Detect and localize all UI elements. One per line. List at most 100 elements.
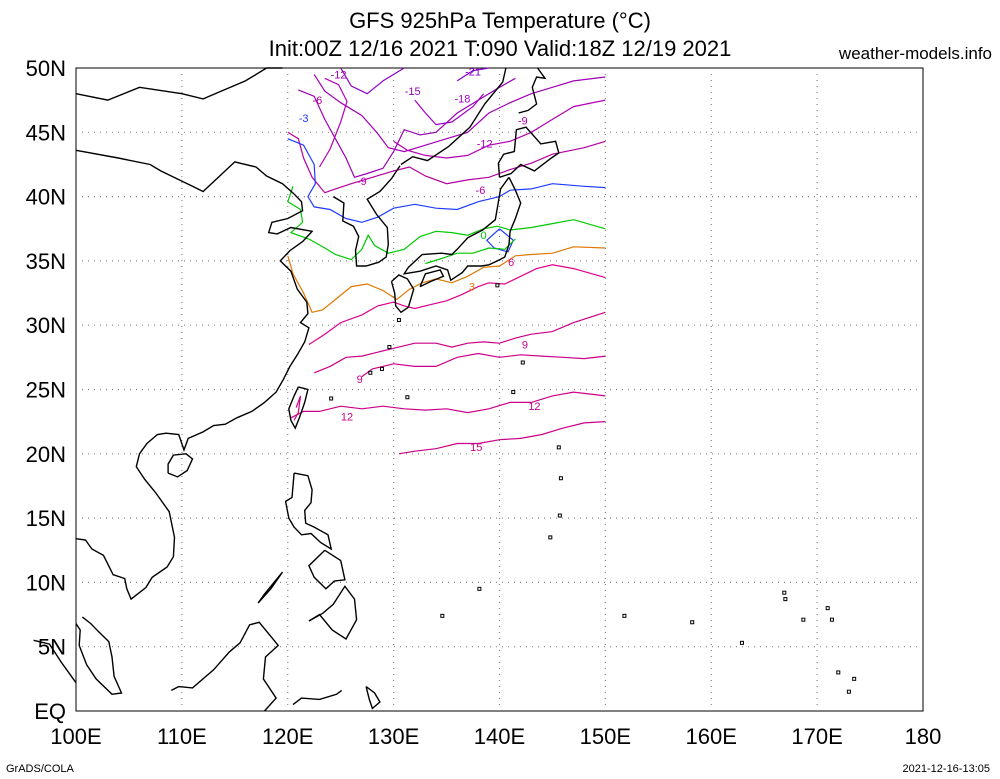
contour-plus-3 bbox=[287, 246, 606, 313]
lon-label: 100E bbox=[50, 724, 101, 749]
footer-credit: GrADS/COLA bbox=[6, 763, 74, 775]
lat-label: 15N bbox=[26, 506, 66, 531]
lat-label: 45N bbox=[26, 120, 66, 145]
contour-minus-6 bbox=[287, 131, 606, 194]
lat-label: 50N bbox=[26, 56, 66, 81]
contour-label: -15 bbox=[405, 86, 421, 98]
contour-label: 15 bbox=[470, 442, 482, 454]
coast-island bbox=[379, 366, 384, 371]
coast-island bbox=[825, 606, 830, 611]
coast-island bbox=[852, 676, 857, 681]
contour-minus-12 bbox=[313, 74, 606, 153]
contour-plus-12-taiwan bbox=[293, 395, 302, 421]
contour-minus-9 bbox=[318, 77, 348, 168]
coast-hokkaido bbox=[497, 126, 560, 178]
coast-island bbox=[782, 590, 787, 595]
grid-lines bbox=[76, 68, 923, 711]
coast-korea bbox=[332, 165, 401, 267]
coast-asia-mainland bbox=[75, 67, 283, 101]
lon-label: 120E bbox=[262, 724, 313, 749]
lat-label: 35N bbox=[26, 249, 66, 274]
contour-minus-15 bbox=[298, 77, 516, 179]
coast-island bbox=[477, 586, 482, 591]
contour-label: -12 bbox=[331, 69, 347, 81]
lon-label: 180 bbox=[905, 724, 942, 749]
coast-island bbox=[690, 620, 695, 625]
coast-luzon bbox=[284, 472, 333, 551]
coast-island bbox=[405, 395, 410, 400]
contour-minus-9-b bbox=[393, 99, 606, 159]
coast-island bbox=[622, 613, 627, 618]
coast-mindanao bbox=[308, 585, 358, 640]
contour-label: -9 bbox=[357, 176, 367, 188]
coast-palawan bbox=[257, 571, 284, 604]
lat-label: 30N bbox=[26, 313, 66, 338]
lon-label: 110E bbox=[157, 724, 207, 749]
contour-label: 9 bbox=[357, 374, 363, 386]
coast-island bbox=[548, 535, 553, 540]
contour-label: 0 bbox=[481, 230, 487, 242]
temperature-contours bbox=[287, 67, 606, 455]
coast-island bbox=[368, 370, 373, 375]
footer-timestamp: 2021-12-16-13:05 bbox=[902, 763, 990, 775]
contour-label: -9 bbox=[518, 116, 528, 128]
contour-label: 12 bbox=[528, 401, 540, 413]
coast-island bbox=[836, 670, 841, 675]
coast-island bbox=[783, 597, 788, 602]
map-subtitle: Init:00Z 12/16 2021 T:090 Valid:18Z 12/1… bbox=[268, 36, 732, 61]
lon-label: 150E bbox=[580, 724, 631, 749]
coast-russia-far-east bbox=[400, 67, 507, 166]
coast-island bbox=[520, 360, 525, 365]
coast-sakhalin bbox=[518, 67, 547, 114]
coast-island bbox=[846, 689, 851, 694]
coast-sulawesi bbox=[292, 689, 343, 706]
contour-label: -3 bbox=[299, 113, 309, 125]
contour-label: -12 bbox=[477, 139, 493, 151]
map-title: GFS 925hPa Temperature (°C) bbox=[349, 8, 651, 33]
lon-label: 160E bbox=[686, 724, 737, 749]
site-credit: weather-models.info bbox=[838, 44, 992, 63]
contour-minus-3-b bbox=[485, 228, 515, 253]
lat-label: EQ bbox=[34, 699, 66, 724]
longitude-labels: 100E 110E 120E 130E 140E 150E 160E 170E 180 bbox=[50, 724, 941, 749]
contour-plus-6 bbox=[308, 264, 606, 346]
coast-island bbox=[557, 513, 562, 518]
coast-island bbox=[495, 283, 500, 288]
lon-label: 130E bbox=[368, 724, 419, 749]
coast-china-east bbox=[75, 149, 314, 601]
contour-plus-9 bbox=[313, 311, 606, 374]
lat-label: 20N bbox=[26, 442, 66, 467]
lat-label: 10N bbox=[26, 570, 66, 595]
coast-island bbox=[511, 390, 516, 395]
contour-label: 6 bbox=[508, 257, 514, 269]
coast-sumatra bbox=[33, 639, 77, 684]
contour-minus-3 bbox=[287, 138, 606, 223]
contour-zero-b bbox=[425, 238, 516, 265]
contour-label: 9 bbox=[522, 339, 528, 351]
lon-label: 170E bbox=[791, 724, 842, 749]
contour-label: -6 bbox=[476, 185, 486, 197]
coast-halmahera bbox=[365, 686, 381, 710]
coast-hainan bbox=[167, 453, 194, 478]
coast-visayas-mindanao bbox=[308, 549, 346, 590]
coast-island bbox=[558, 476, 563, 481]
coast-island bbox=[440, 613, 445, 618]
coast-honshu bbox=[402, 176, 522, 282]
contour-label: -18 bbox=[454, 94, 470, 106]
contour-plus-9-b bbox=[361, 352, 606, 378]
lat-label: 25N bbox=[26, 378, 66, 403]
coast-borneo bbox=[170, 621, 280, 712]
contour-minus-18 bbox=[414, 93, 485, 126]
contour-label: 3 bbox=[469, 281, 475, 293]
contour-plus-12 bbox=[290, 391, 606, 419]
contour-label: 12 bbox=[341, 411, 353, 423]
contour-label: -21 bbox=[465, 67, 481, 79]
lat-label: 5N bbox=[38, 635, 66, 660]
coast-island bbox=[329, 396, 334, 401]
coast-island bbox=[739, 640, 744, 645]
contour-labels: -21 -12 -18 -15 -6 -3 -12 -9 -9 -6 0 3 6 9 9 12 12 15 bbox=[299, 67, 541, 455]
contour-minus-21 bbox=[340, 67, 405, 95]
coast-taiwan bbox=[288, 386, 309, 430]
contour-minus-21-b bbox=[456, 67, 489, 82]
